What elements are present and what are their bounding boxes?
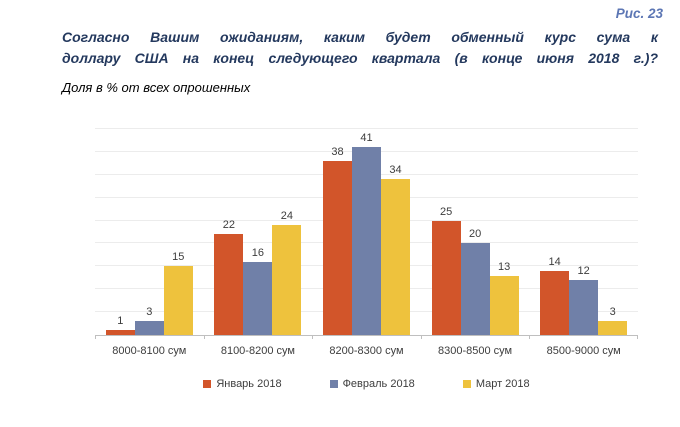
axis-tick [529,335,531,339]
axis-tick [312,335,314,339]
legend-label: Март 2018 [475,378,530,390]
question-title-line-2: доллару США на конец следующего квартала… [62,50,658,66]
bar-Февраль 2018-8300-8500 сум: 20 [460,228,490,335]
question-title-line-1: Согласно Вашим ожиданиям, каким будет об… [62,29,658,45]
bar-groups: 1 3 15 22 16 24 38 41 34 25 20 13 14 12 3 [95,129,638,335]
bar-group: 38 41 34 [312,129,421,335]
bar-value-label: 3 [609,306,616,319]
bar-value-label: 22 [222,219,236,232]
bar-Март 2018-8300-8500 сум: 13 [489,261,519,335]
axis-tick [637,335,638,339]
gridline [95,128,638,129]
bar-Март 2018-8500-9000 сум: 3 [598,306,628,335]
axis-tick [420,335,422,339]
bar-Март 2018-8000-8100 сум: 15 [163,251,193,335]
bar-value-label: 34 [389,164,402,177]
figure-number: Рис. 23 [615,6,663,21]
x-axis-label: 8500-9000 сум [546,345,621,357]
legend-item-Февраль 2018: Февраль 2018 [329,378,415,390]
question-title: Согласно Вашим ожиданиям, каким будет об… [62,27,658,69]
bar-value-label: 3 [146,306,153,319]
bar-value-label: 25 [439,205,453,218]
chart-subtitle: Доля в % от всех опрошенных [62,80,251,95]
bar-Январь 2018-8100-8200 сум: 22 [214,219,244,335]
legend-swatch-icon [329,380,338,388]
bar-value-label: 12 [577,265,590,278]
x-axis-labels: 8000-8100 сум 8100-8200 сум 8200-8300 сум 8… [95,345,638,357]
bar-group: 14 12 3 [529,129,638,335]
chart-legend: Январь 2018 Февраль 2018 Март 2018 [95,378,638,390]
bar-Март 2018-8100-8200 сум: 24 [272,210,302,335]
bar-Январь 2018-8300-8500 сум: 25 [431,206,461,335]
bar-Февраль 2018-8100-8200 сум: 16 [243,247,273,335]
bar-Январь 2018-8200-8300 сум: 38 [322,146,352,335]
legend-swatch-icon [462,380,471,388]
axis-tick [203,335,205,339]
bar-Январь 2018-8500-9000 сум: 14 [540,256,570,335]
bar-value-label: 1 [117,315,124,328]
bar-Февраль 2018-8200-8300 сум: 41 [351,132,381,335]
bar-Март 2018-8200-8300 сум: 34 [380,164,410,335]
bar-value-label: 15 [172,251,185,264]
bar-group: 25 20 13 [421,129,530,335]
legend-label: Февраль 2018 [342,378,415,390]
x-axis-label: 8200-8300 сум [329,345,404,357]
bar-value-label: 41 [360,132,373,145]
legend-label: Январь 2018 [216,378,282,390]
legend-item-Март 2018: Март 2018 [462,378,530,390]
x-axis-label: 8000-8100 сум [112,345,187,357]
axis-tick [95,335,96,339]
bar-value-label: 38 [331,146,344,159]
x-axis-label: 8300-8500 сум [438,345,513,357]
bar-value-label: 13 [497,260,511,273]
legend-swatch-icon [203,380,212,388]
bar-Февраль 2018-8500-9000 сум: 12 [569,265,599,335]
bar-value-label: 14 [548,255,561,268]
bar-Февраль 2018-8000-8100 сум: 3 [134,306,164,335]
bar-group: 22 16 24 [204,129,313,335]
bar-group: 1 3 15 [95,129,204,335]
bar-Январь 2018-8000-8100 сум: 1 [105,315,135,335]
bar-value-label: 20 [468,228,482,241]
x-axis-label: 8100-8200 сум [220,345,295,357]
plot-area: 1 3 15 22 16 24 38 41 34 25 20 13 14 12 3 [95,128,638,339]
bar-value-label: 24 [280,210,294,223]
bar-value-label: 16 [251,246,265,259]
legend-item-Январь 2018: Январь 2018 [203,378,282,390]
